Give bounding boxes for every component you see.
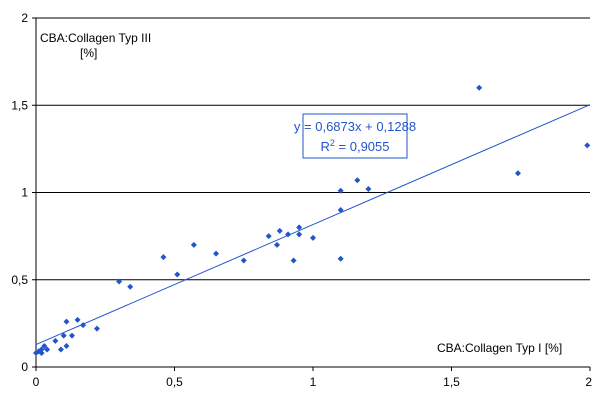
y-tick-label-1: 0,5: [11, 273, 28, 287]
x-tick-label-3: 1,5: [443, 375, 460, 389]
data-point-24: [276, 227, 283, 234]
data-point-12: [74, 316, 81, 323]
trendline-equation: y = 0,6873x + 0,1288: [294, 119, 416, 134]
y-tick-label-2: 1: [21, 186, 28, 200]
trendline-equation-box: y = 0,6873x + 0,1288 R2 = 0,9055: [294, 113, 416, 159]
data-point-22: [265, 233, 272, 240]
data-point-6: [52, 337, 59, 344]
data-point-35: [476, 84, 483, 91]
x-axis-label: CBA:Collagen Typ I [%]: [437, 341, 562, 355]
trendline-group: [35, 104, 591, 345]
r-squared-r: R: [321, 139, 330, 154]
data-point-30: [337, 206, 344, 213]
data-points: [33, 84, 591, 357]
data-point-31: [337, 187, 344, 194]
y-tick-label-0: 0: [21, 360, 28, 374]
data-point-37: [584, 142, 591, 149]
data-point-26: [290, 257, 297, 264]
equation-box-border: [302, 113, 408, 159]
data-point-2: [38, 346, 45, 353]
data-point-16: [127, 283, 134, 290]
data-point-17: [160, 254, 167, 261]
data-point-9: [63, 318, 70, 325]
r-squared-label: R2 = 0,9055: [321, 138, 390, 154]
trendline: [35, 104, 591, 345]
x-tick-label-1: 0,5: [166, 375, 183, 389]
data-point-18: [174, 271, 181, 278]
r-squared-value: = 0,9055: [335, 139, 390, 154]
data-point-15: [116, 278, 123, 285]
data-point-4: [41, 343, 48, 350]
data-point-8: [60, 332, 67, 339]
data-point-11: [69, 332, 76, 339]
data-point-28: [296, 231, 303, 238]
y-tick-label-3: 1,5: [11, 98, 28, 112]
y-axis-unit: [%]: [80, 46, 97, 60]
data-point-36: [514, 170, 521, 177]
data-point-21: [240, 257, 247, 264]
data-point-10: [63, 343, 70, 350]
x-tick-label-4: 2: [585, 375, 592, 389]
data-point-25: [285, 231, 292, 238]
data-point-3: [38, 350, 45, 357]
axes: [32, 17, 591, 371]
grid-lines: [36, 17, 590, 281]
r-squared-superscript: 2: [330, 138, 335, 148]
data-point-32: [337, 255, 344, 262]
data-point-13: [80, 322, 87, 329]
data-point-33: [354, 177, 361, 184]
data-point-27: [296, 224, 303, 231]
x-tick-label-2: 1: [310, 375, 317, 389]
data-point-20: [213, 250, 220, 257]
y-axis-label: CBA:Collagen Typ III: [40, 31, 151, 45]
data-point-7: [57, 346, 64, 353]
data-point-5: [44, 346, 51, 353]
tick-labels: 0 0,5 1 1,5 2 0 0,5 1 1,5 2: [11, 11, 592, 389]
x-tick-label-0: 0: [33, 375, 40, 389]
data-point-23: [273, 241, 280, 248]
data-point-14: [93, 325, 100, 332]
y-tick-label-4: 2: [21, 11, 28, 25]
data-point-34: [365, 186, 372, 193]
data-point-29: [310, 234, 316, 241]
data-point-19: [190, 241, 197, 248]
